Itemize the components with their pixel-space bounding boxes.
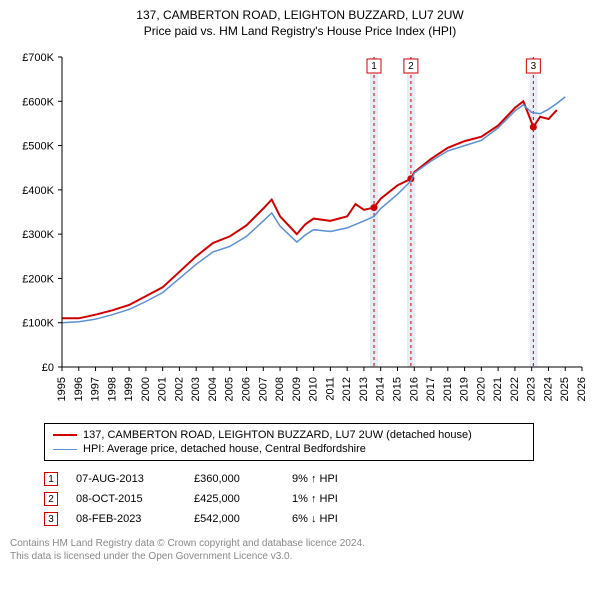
sales-row: 2 08-OCT-2015 £425,000 1% ↑ HPI xyxy=(44,489,590,509)
x-tick-label: 2001 xyxy=(157,377,169,401)
sales-row: 3 08-FEB-2023 £542,000 6% ↓ HPI xyxy=(44,509,590,529)
chart-container: 137, CAMBERTON ROAD, LEIGHTON BUZZARD, L… xyxy=(0,0,600,590)
sales-diff: 9% ↑ HPI xyxy=(292,473,382,485)
x-tick-label: 2026 xyxy=(576,377,588,401)
x-tick-label: 2004 xyxy=(207,377,219,401)
sales-date: 07-AUG-2013 xyxy=(76,473,176,485)
sale-marker-num: 1 xyxy=(371,61,377,72)
x-tick-label: 2011 xyxy=(324,377,336,401)
x-tick-label: 2015 xyxy=(391,377,403,401)
footer-note: Contains HM Land Registry data © Crown c… xyxy=(10,537,590,563)
sales-row-marker: 2 xyxy=(44,492,58,506)
x-tick-label: 1995 xyxy=(56,377,68,401)
x-tick-label: 2016 xyxy=(408,377,420,401)
sales-row-marker: 1 xyxy=(44,472,58,486)
y-tick-label: £500K xyxy=(22,141,54,153)
legend-label: HPI: Average price, detached house, Cent… xyxy=(83,443,366,455)
footer-line-2: This data is licensed under the Open Gov… xyxy=(10,550,590,563)
x-tick-label: 2022 xyxy=(509,377,521,401)
sales-date: 08-OCT-2015 xyxy=(76,493,176,505)
x-tick-label: 2021 xyxy=(492,377,504,401)
x-tick-label: 2002 xyxy=(173,377,185,401)
legend-swatch xyxy=(53,434,77,436)
sales-table: 1 07-AUG-2013 £360,000 9% ↑ HPI 2 08-OCT-2015… xyxy=(44,469,590,529)
y-tick-label: £0 xyxy=(42,362,54,374)
chart-svg: 1 2 3 £0 £100K £200K £300K £400K £500K £600K £700K… xyxy=(10,47,590,417)
x-tick-label: 1997 xyxy=(90,377,102,401)
x-tick-label: 2019 xyxy=(459,377,471,401)
sale-band xyxy=(529,57,537,367)
x-tick-label: 2017 xyxy=(425,377,437,401)
legend-row: 137, CAMBERTON ROAD, LEIGHTON BUZZARD, L… xyxy=(53,428,525,442)
y-tick-label: £700K xyxy=(22,52,54,64)
title-main: 137, CAMBERTON ROAD, LEIGHTON BUZZARD, L… xyxy=(0,8,600,22)
x-tick-label: 2018 xyxy=(442,377,454,401)
legend-label: 137, CAMBERTON ROAD, LEIGHTON BUZZARD, L… xyxy=(83,429,472,441)
series-price_paid xyxy=(62,101,557,318)
y-tick-label: £600K xyxy=(22,96,54,108)
sale-marker-num: 2 xyxy=(408,61,414,72)
title-block: 137, CAMBERTON ROAD, LEIGHTON BUZZARD, L… xyxy=(0,0,600,42)
x-tick-label: 2024 xyxy=(542,377,554,401)
sales-price: £425,000 xyxy=(194,493,274,505)
x-tick-label: 2000 xyxy=(140,377,152,401)
x-tick-label: 2005 xyxy=(224,377,236,401)
sales-diff: 1% ↑ HPI xyxy=(292,493,382,505)
x-tick-label: 2008 xyxy=(274,377,286,401)
x-tick-label: 1996 xyxy=(73,377,85,401)
x-tick-label: 2009 xyxy=(291,377,303,401)
series-marker xyxy=(530,123,537,130)
footer-line-1: Contains HM Land Registry data © Crown c… xyxy=(10,537,590,550)
sales-date: 08-FEB-2023 xyxy=(76,513,176,525)
x-tick-label: 1998 xyxy=(106,377,118,401)
x-tick-label: 2023 xyxy=(526,377,538,401)
sales-price: £542,000 xyxy=(194,513,274,525)
y-tick-label: £200K xyxy=(22,273,54,285)
x-tick-label: 2003 xyxy=(190,377,202,401)
sales-diff: 6% ↓ HPI xyxy=(292,513,382,525)
x-tick-label: 1999 xyxy=(123,377,135,401)
x-tick-label: 2010 xyxy=(308,377,320,401)
title-sub: Price paid vs. HM Land Registry's House … xyxy=(0,24,600,38)
series-marker xyxy=(371,204,378,211)
x-tick-label: 2006 xyxy=(241,377,253,401)
y-tick-label: £300K xyxy=(22,229,54,241)
legend-row: HPI: Average price, detached house, Cent… xyxy=(53,442,525,456)
y-tick-label: £100K xyxy=(22,318,54,330)
sales-row: 1 07-AUG-2013 £360,000 9% ↑ HPI xyxy=(44,469,590,489)
x-tick-label: 2020 xyxy=(475,377,487,401)
x-tick-label: 2007 xyxy=(257,377,269,401)
legend: 137, CAMBERTON ROAD, LEIGHTON BUZZARD, L… xyxy=(44,423,534,461)
y-tick-label: £400K xyxy=(22,185,54,197)
legend-swatch xyxy=(53,449,77,450)
sale-band xyxy=(407,57,415,367)
sale-marker-num: 3 xyxy=(531,61,537,72)
x-tick-label: 2025 xyxy=(559,377,571,401)
x-tick-label: 2014 xyxy=(375,377,387,401)
sales-price: £360,000 xyxy=(194,473,274,485)
sales-row-marker: 3 xyxy=(44,512,58,526)
x-tick-label: 2013 xyxy=(358,377,370,401)
chart-area: 1 2 3 £0 £100K £200K £300K £400K £500K £600K £700K… xyxy=(10,47,590,417)
x-tick-label: 2012 xyxy=(341,377,353,401)
